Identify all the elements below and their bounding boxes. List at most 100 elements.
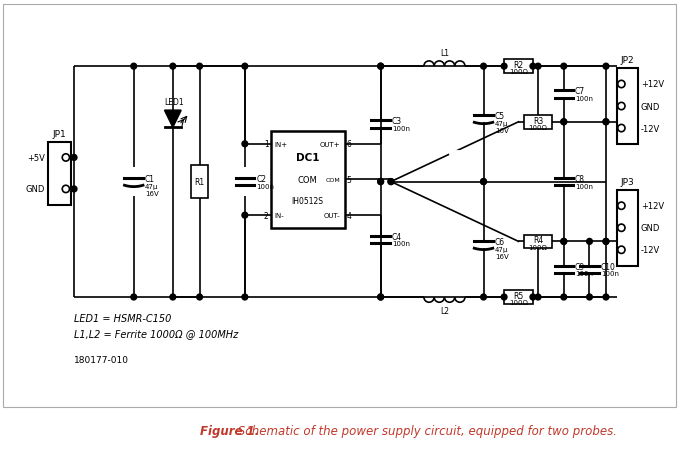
Circle shape [603, 64, 609, 70]
Bar [270, 132, 345, 228]
Text: R5: R5 [513, 291, 524, 300]
Circle shape [587, 239, 592, 245]
Text: 100n: 100n [601, 271, 619, 277]
Circle shape [378, 64, 384, 70]
Text: 100n: 100n [392, 241, 410, 247]
Circle shape [170, 295, 176, 300]
Text: Figure 1.: Figure 1. [200, 424, 259, 437]
Text: IN+: IN+ [275, 142, 288, 147]
Text: C8: C8 [575, 175, 585, 184]
Circle shape [618, 202, 625, 210]
Text: C9: C9 [575, 262, 585, 271]
Circle shape [71, 187, 77, 193]
Circle shape [618, 225, 625, 232]
Text: R1: R1 [194, 178, 204, 187]
Text: R3: R3 [533, 116, 543, 125]
Circle shape [603, 120, 609, 125]
Circle shape [242, 295, 248, 300]
Text: C6: C6 [495, 237, 505, 246]
Text: 100Ω: 100Ω [529, 125, 547, 131]
Circle shape [388, 179, 394, 185]
Text: L1,L2 = Ferrite 1000Ω @ 100MHz: L1,L2 = Ferrite 1000Ω @ 100MHz [74, 328, 238, 338]
Text: 100n: 100n [256, 184, 274, 189]
Circle shape [561, 295, 567, 300]
Text: +5V: +5V [27, 154, 45, 162]
Text: COM: COM [297, 175, 318, 184]
Circle shape [71, 155, 77, 161]
Circle shape [378, 295, 384, 300]
Circle shape [378, 179, 384, 185]
Circle shape [535, 295, 541, 300]
Text: R2: R2 [513, 61, 524, 70]
Text: DC1: DC1 [296, 153, 319, 163]
Circle shape [242, 64, 248, 70]
Bar [504, 290, 533, 304]
Text: C5: C5 [495, 112, 505, 121]
Text: 16V: 16V [495, 253, 509, 259]
Text: IH0512S: IH0512S [291, 197, 324, 206]
Bar [48, 143, 71, 205]
Circle shape [62, 154, 69, 162]
Circle shape [62, 186, 69, 193]
Circle shape [603, 239, 609, 245]
Circle shape [530, 64, 536, 70]
Text: COM: COM [326, 178, 341, 183]
Circle shape [561, 239, 567, 245]
Text: LED1: LED1 [164, 98, 184, 107]
Bar [524, 116, 553, 129]
Circle shape [242, 213, 248, 219]
Text: 100n: 100n [575, 96, 593, 102]
Bar [617, 191, 638, 266]
Text: C4: C4 [392, 232, 402, 241]
Text: 100n: 100n [575, 184, 593, 189]
Bar [191, 166, 208, 199]
Circle shape [378, 295, 384, 300]
Circle shape [481, 179, 486, 185]
Circle shape [170, 64, 176, 70]
Text: GND: GND [641, 224, 660, 233]
Text: GND: GND [641, 102, 660, 111]
Text: 100Ω: 100Ω [509, 299, 528, 306]
Text: 2: 2 [263, 211, 268, 220]
Text: +12V: +12V [641, 80, 664, 89]
Circle shape [618, 103, 625, 110]
Text: 47µ: 47µ [145, 184, 158, 189]
Text: +12V: +12V [641, 202, 664, 211]
Circle shape [131, 64, 136, 70]
Circle shape [197, 64, 202, 70]
Text: 16V: 16V [495, 128, 509, 134]
Text: R4: R4 [533, 236, 543, 245]
Circle shape [481, 295, 486, 300]
Text: 4: 4 [347, 211, 352, 220]
Text: L1: L1 [440, 49, 449, 58]
Polygon shape [164, 111, 181, 128]
Circle shape [561, 239, 567, 245]
Text: IN-: IN- [275, 213, 285, 219]
Circle shape [587, 295, 592, 300]
Circle shape [501, 295, 507, 300]
Text: 16V: 16V [145, 191, 159, 197]
Circle shape [561, 120, 567, 125]
Circle shape [603, 239, 609, 245]
Text: 1: 1 [263, 140, 268, 149]
Circle shape [501, 64, 507, 70]
Text: C7: C7 [575, 87, 585, 96]
Text: 180177-010: 180177-010 [74, 356, 129, 365]
Text: JP2: JP2 [621, 56, 634, 65]
Circle shape [561, 64, 567, 70]
Text: C2: C2 [256, 175, 266, 184]
Text: 100n: 100n [392, 126, 410, 132]
Circle shape [242, 142, 248, 147]
Text: L2: L2 [440, 307, 449, 316]
Circle shape [481, 179, 486, 185]
Text: -12V: -12V [641, 246, 660, 255]
Text: 47µ: 47µ [495, 246, 508, 252]
Bar [524, 235, 553, 249]
Text: OUT-: OUT- [324, 213, 341, 219]
Bar [617, 69, 638, 144]
Circle shape [481, 64, 486, 70]
Text: 47µ: 47µ [495, 120, 508, 127]
Text: C10: C10 [601, 262, 616, 271]
Text: 100n: 100n [575, 271, 593, 277]
Circle shape [618, 81, 625, 88]
